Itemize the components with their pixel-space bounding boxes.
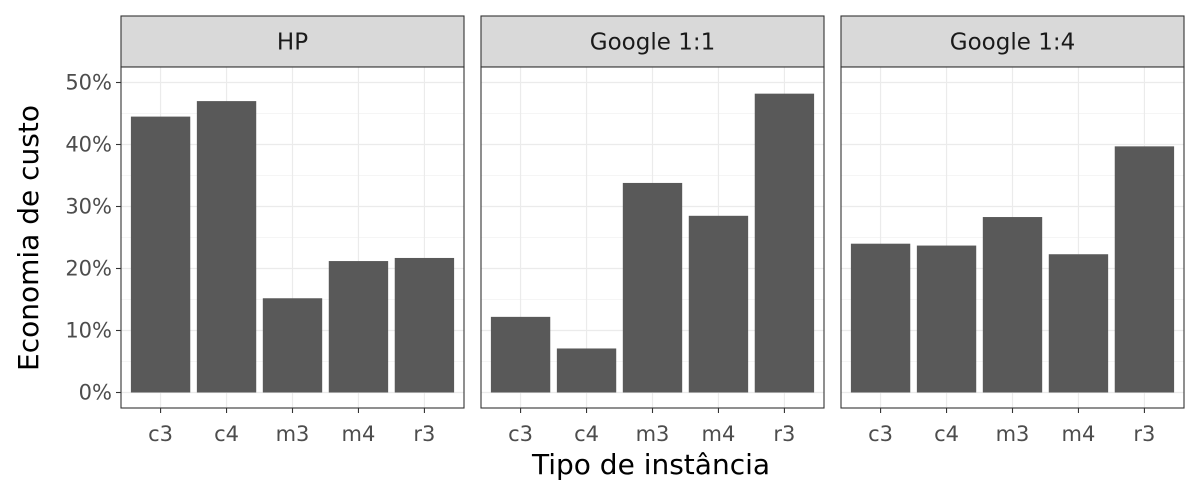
facet-strip (840, 15, 1185, 68)
y-tick-label: 40% (65, 133, 112, 157)
panel-hp: HP c3 c4 m3 m4 r3 (120, 15, 465, 446)
bar-m3 (982, 217, 1043, 393)
x-tick-label: c4 (214, 422, 239, 446)
bar-r3 (394, 257, 455, 393)
x-tick-label: m3 (996, 422, 1030, 446)
x-tick-label: c3 (508, 422, 533, 446)
x-tick-label: c3 (148, 422, 173, 446)
x-tick-label: c4 (934, 422, 959, 446)
x-tick-label: m4 (702, 422, 736, 446)
bar-r3 (754, 93, 815, 393)
facet-strip-label: Google 1:1 (590, 30, 715, 56)
y-tick-label: 20% (65, 257, 112, 281)
panel-google-1-4: Google 1:4 c3 c4 m3 m4 r3 (840, 15, 1185, 446)
facet-strip (120, 15, 465, 68)
x-tick-label: m4 (1062, 422, 1096, 446)
y-tick-label: 50% (65, 71, 112, 95)
x-axis-title: Tipo de instância (531, 448, 770, 481)
bar-c4 (556, 348, 617, 393)
x-tick-label: r3 (413, 422, 435, 446)
bar-c3 (850, 243, 911, 393)
y-tick-label: 0% (79, 381, 112, 405)
y-axis: 0% 10% 20% 30% 40% 50% (65, 71, 121, 405)
facet-strip-label: Google 1:4 (950, 30, 1075, 56)
bar-m3 (262, 298, 323, 393)
x-tick-label: r3 (1133, 422, 1155, 446)
y-axis-title: Economia de custo (12, 105, 45, 371)
bar-c3 (490, 316, 551, 393)
bar-c4 (916, 245, 977, 393)
bar-m4 (328, 261, 389, 393)
panel-google-1-1: Google 1:1 c3 c4 m3 m4 r3 (480, 15, 825, 446)
x-tick-label: m3 (636, 422, 670, 446)
x-tick-label: r3 (773, 422, 795, 446)
bar-c4 (196, 101, 257, 393)
x-tick-label: c4 (574, 422, 599, 446)
bar-r3 (1114, 146, 1175, 393)
bar-m4 (1048, 254, 1109, 393)
facet-strip (480, 15, 825, 68)
x-tick-label: m3 (276, 422, 310, 446)
bar-m3 (622, 182, 683, 393)
y-tick-label: 10% (65, 319, 112, 343)
bar-m4 (688, 215, 749, 393)
bar-c3 (130, 116, 191, 393)
facet-strip-label: HP (277, 30, 308, 56)
x-tick-label: m4 (342, 422, 376, 446)
y-tick-label: 30% (65, 195, 112, 219)
x-tick-label: c3 (868, 422, 893, 446)
